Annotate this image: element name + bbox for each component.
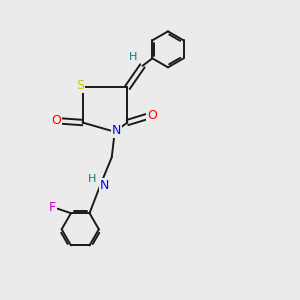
Text: N: N	[100, 179, 109, 192]
Text: S: S	[76, 79, 84, 92]
Text: F: F	[49, 201, 56, 214]
Text: H: H	[129, 52, 138, 62]
Text: O: O	[147, 109, 157, 122]
Text: H: H	[88, 174, 96, 184]
Text: O: O	[51, 114, 61, 127]
Text: N: N	[112, 124, 121, 137]
